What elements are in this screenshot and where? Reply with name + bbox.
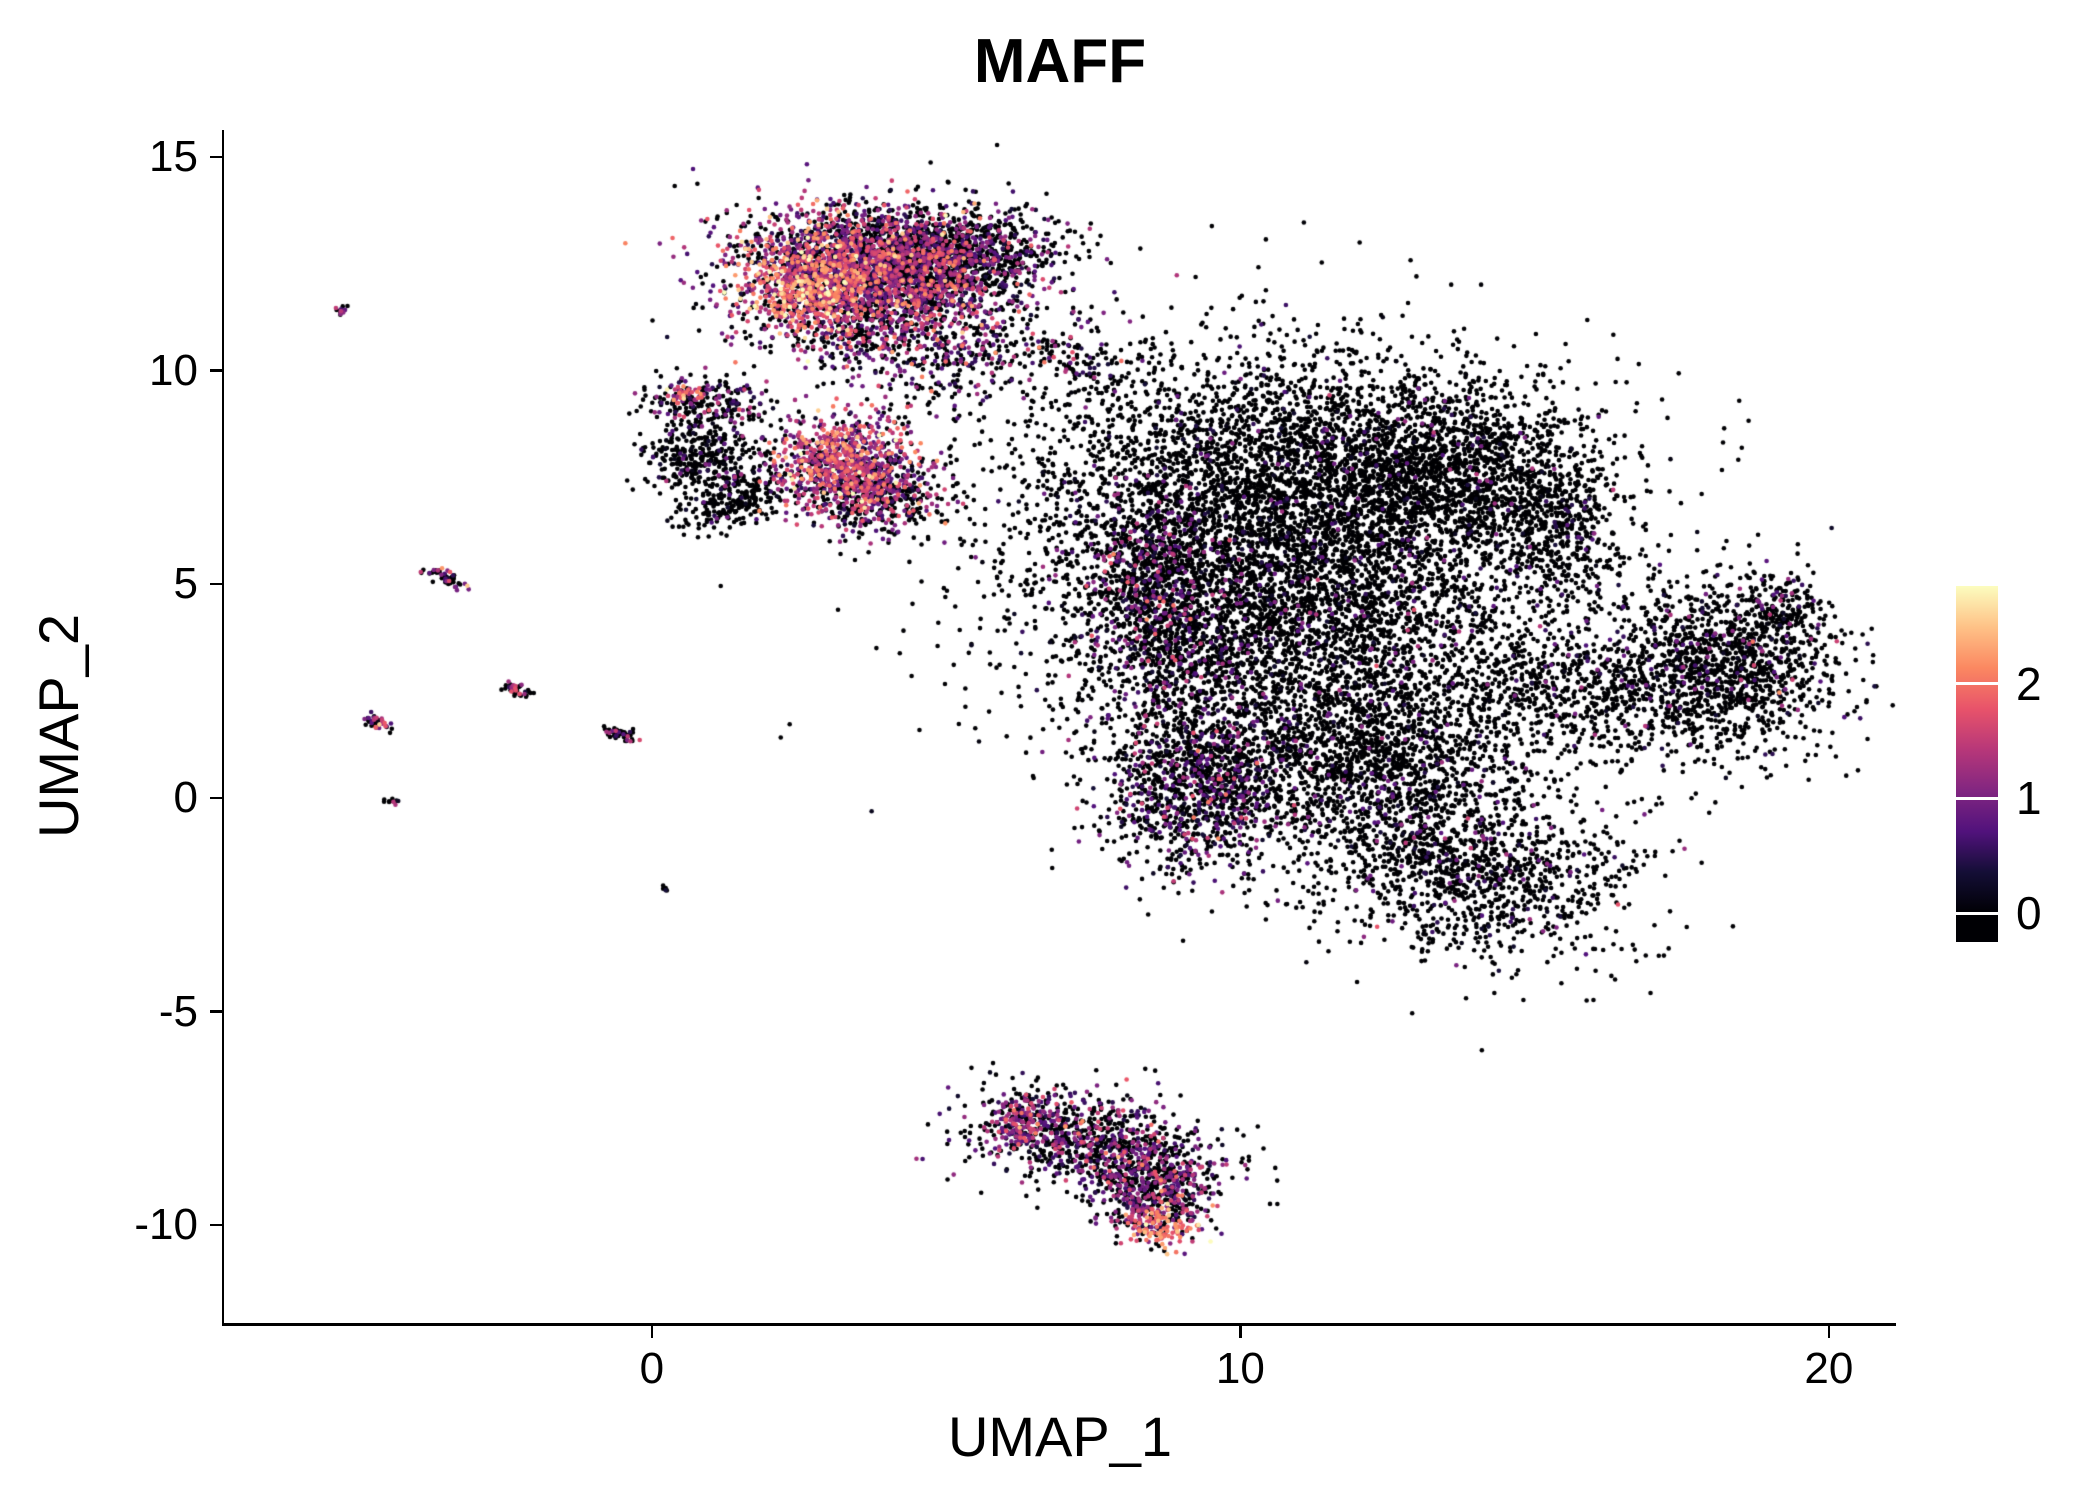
y-tick-mark [209,1223,222,1227]
y-axis-title: UMAP_2 [27,613,90,839]
x-tick-label: 20 [1804,1344,1854,1393]
x-tick-mark [1239,1325,1242,1338]
x-axis-title: UMAP_1 [947,1405,1173,1468]
expression-colorbar [1956,586,1998,942]
x-tick-mark [650,1325,654,1338]
y-tick-mark [209,1010,222,1013]
y-tick-label: 5 [173,559,198,609]
colorbar-tick-label: 2 [2016,657,2042,710]
y-axis-line [221,130,224,1326]
y-tick-label: -10 [134,1200,198,1250]
y-tick-label: 15 [149,131,198,181]
colorbar-gradient [1956,586,1998,942]
y-tick-mark [209,796,222,800]
colorbar-tick-label: 0 [2016,887,2042,940]
plot-title: MAFF [973,27,1147,96]
umap-scatter-canvas [224,130,1896,1323]
x-tick-label: 0 [639,1344,665,1393]
x-tick-mark [1827,1325,1831,1338]
y-tick-label: 10 [149,345,198,395]
y-tick-label: 0 [173,772,198,822]
colorbar-tick-mark [1956,911,1998,915]
colorbar-tick-mark [1956,682,1998,686]
colorbar-tick-mark [1956,796,1998,800]
y-tick-mark [209,582,222,586]
y-tick-mark [209,155,222,159]
colorbar-tick-label: 1 [2016,772,2042,825]
y-tick-label: -5 [158,986,198,1036]
x-axis-line [221,1323,1896,1326]
y-tick-mark [209,369,222,372]
x-tick-label: 10 [1215,1344,1265,1393]
